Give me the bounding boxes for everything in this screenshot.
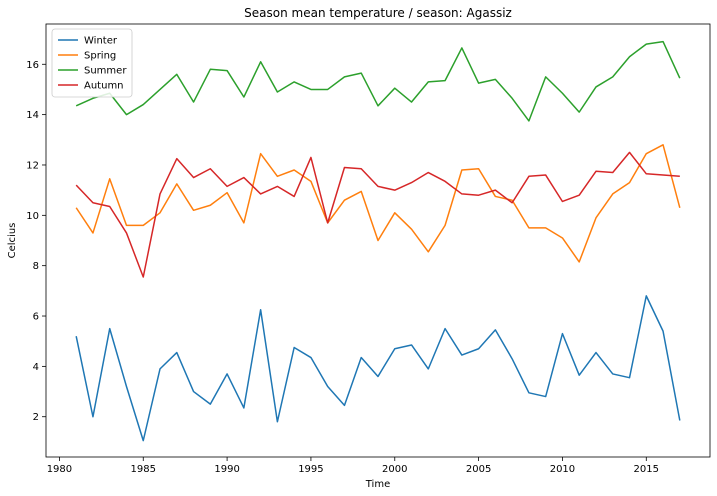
- y-tick-label: 4: [33, 362, 39, 373]
- legend-box: [51, 28, 133, 98]
- y-axis-label: Celcius: [7, 223, 18, 259]
- x-tick-label: 2015: [634, 464, 659, 475]
- y-axis: 2 4 6 8 10 12 14 16: [26, 60, 46, 423]
- x-tick-label: 1985: [131, 464, 156, 475]
- y-tick-label: 12: [26, 160, 39, 171]
- series-line-summer: [75, 40, 681, 122]
- legend-label-autumn: Autumn: [84, 81, 124, 92]
- series-line-autumn: [75, 151, 680, 278]
- x-tick-label: 1980: [47, 464, 72, 475]
- y-tick-label: 10: [26, 211, 39, 222]
- y-tick-label: 6: [33, 312, 39, 323]
- y-tick-label: 14: [26, 110, 39, 121]
- y-tick-label: 16: [26, 60, 39, 71]
- x-tick-label: 1990: [214, 464, 239, 475]
- y-tick-label: 8: [33, 261, 39, 272]
- x-tick-label: 2005: [466, 464, 491, 475]
- series-line-winter: [75, 295, 681, 442]
- x-tick-label: 1995: [298, 464, 323, 475]
- legend-label-summer: Summer: [84, 66, 127, 77]
- x-axis-label: Time: [365, 479, 390, 490]
- x-tick-label: 2000: [382, 464, 407, 475]
- legend-label-spring: Spring: [84, 51, 116, 62]
- legend-label-winter: Winter: [84, 36, 118, 47]
- chart-title: Season mean temperature / season: Agassi…: [244, 6, 512, 20]
- plot-area: [45, 23, 711, 458]
- series-layer: [75, 40, 681, 442]
- series-line-spring: [75, 144, 681, 263]
- x-axis: 1980 1985 1990 1995 2000 2005 2010 2015: [47, 457, 659, 475]
- legend: Winter Spring Summer Autumn: [51, 28, 133, 98]
- y-tick-label: 2: [33, 412, 39, 423]
- x-tick-label: 2010: [550, 464, 575, 475]
